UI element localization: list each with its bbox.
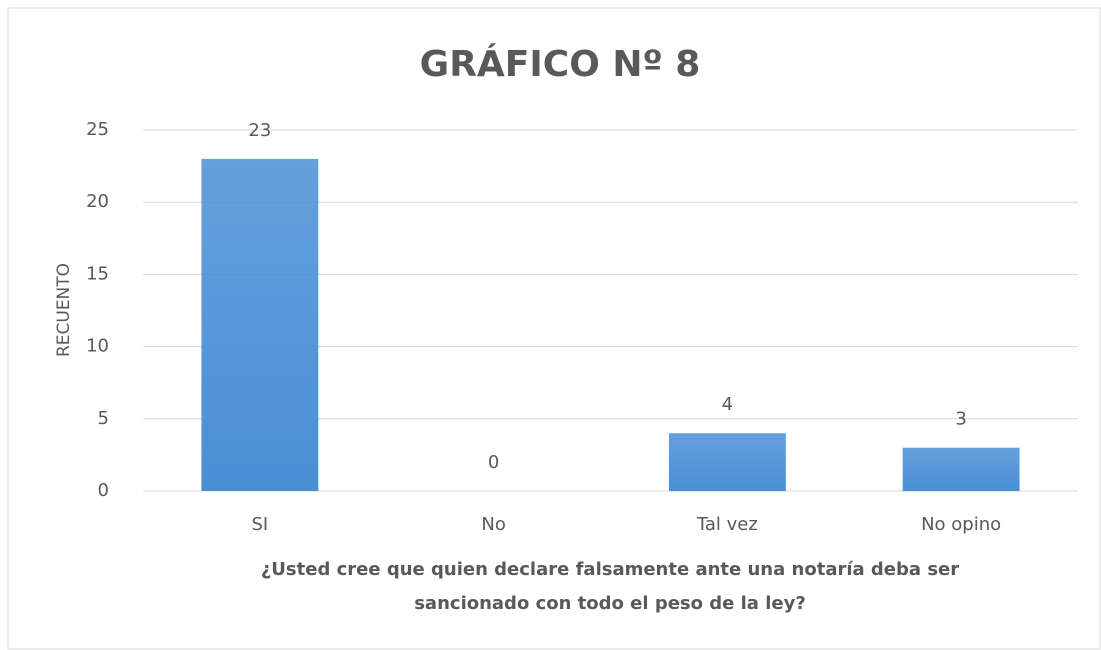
- chart-title: GRÁFICO Nº 8: [420, 43, 701, 85]
- y-tick-label: 10: [86, 336, 109, 357]
- data-label: 23: [248, 120, 271, 141]
- bar: [902, 447, 1020, 491]
- x-axis-label: ¿Usted cree que quien declare falsamente…: [261, 559, 959, 580]
- data-label: 3: [955, 409, 966, 430]
- chart-frame: [7, 7, 1101, 650]
- y-tick-label: 20: [86, 191, 109, 212]
- x-axis-label: sancionado con todo el peso de la ley?: [414, 593, 806, 614]
- data-label: 0: [488, 452, 499, 473]
- x-tick-label: SI: [252, 514, 269, 535]
- data-label: 4: [722, 394, 733, 415]
- x-tick-label: No opino: [921, 514, 1001, 535]
- y-axis-label: RECUENTO: [54, 263, 74, 357]
- bar: [668, 433, 786, 491]
- y-tick-label: 25: [86, 119, 109, 140]
- x-tick-label: Tal vez: [696, 514, 758, 535]
- y-tick-label: 5: [98, 408, 109, 429]
- bar: [201, 158, 319, 491]
- x-tick-label: No: [481, 514, 505, 535]
- y-tick-label: 0: [98, 480, 109, 501]
- y-tick-label: 15: [86, 263, 109, 284]
